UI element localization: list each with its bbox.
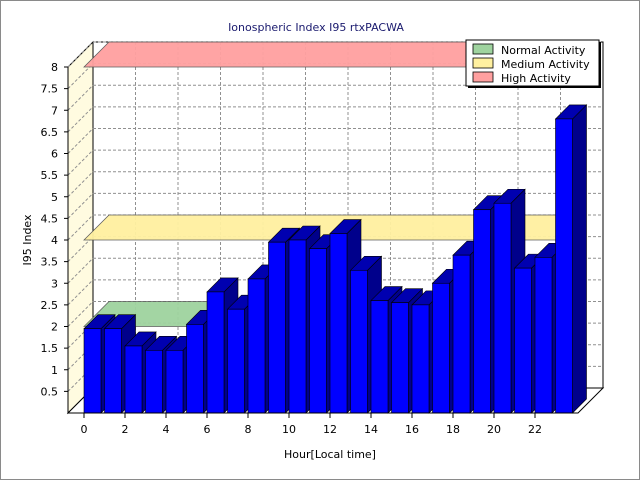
y-tick-label: 5 <box>51 191 58 204</box>
legend-label: Normal Activity <box>501 44 586 57</box>
grid-line-wall <box>67 236 94 262</box>
legend-swatch <box>472 71 494 83</box>
y-tick-label: 6 <box>51 148 58 161</box>
bar-front <box>309 248 327 414</box>
bar-front <box>370 300 389 414</box>
bar-front <box>329 233 348 414</box>
bar-front <box>268 241 286 414</box>
bar-front <box>227 308 245 414</box>
bar-front <box>350 269 368 414</box>
grid-line-wall <box>67 41 94 68</box>
bar-front <box>411 304 430 414</box>
x-tick-label: 10 <box>282 423 296 436</box>
grid-line-wall <box>67 214 94 241</box>
bar-front <box>247 278 266 414</box>
legend-swatch <box>472 43 494 55</box>
x-tick-label: 12 <box>323 423 337 436</box>
grid-line-wall <box>67 257 94 284</box>
x-tick-label: 0 <box>81 423 88 436</box>
bar-front <box>124 345 143 414</box>
y-tick-label: 7 <box>51 104 58 117</box>
bar-series <box>83 104 588 414</box>
x-tick-label: 6 <box>204 423 211 436</box>
bar-front <box>452 254 471 414</box>
grid-line-wall <box>67 301 94 327</box>
grid-line-wall <box>67 193 94 219</box>
grid-line-wall <box>67 322 94 349</box>
bar-front <box>493 202 512 414</box>
y-tick-label: 6.5 <box>41 126 59 139</box>
bar-front <box>473 209 491 414</box>
chart-title: Ionospheric Index I95 rtxPACWA <box>228 21 404 34</box>
grid-line-wall <box>67 128 94 154</box>
x-tick-label: 8 <box>245 423 252 436</box>
y-tick-label: 1.5 <box>41 342 59 355</box>
bar-front <box>165 349 184 414</box>
y-tick-label: 1 <box>51 364 58 377</box>
grid-line-wall <box>67 63 94 89</box>
y-tick-label: 3.5 <box>41 256 59 269</box>
bar-front <box>391 302 409 414</box>
grid-line-wall <box>67 106 94 133</box>
bar-front <box>186 324 204 414</box>
grid-line-wall <box>67 171 94 198</box>
x-tick-label: 4 <box>163 423 170 436</box>
bar-front <box>432 282 450 414</box>
grid-line-wall <box>67 149 94 176</box>
bar-front <box>534 256 553 414</box>
y-tick-label: 2 <box>51 321 58 334</box>
x-tick-label: 2 <box>122 423 129 436</box>
bar-front <box>83 328 102 414</box>
x-tick-label: 16 <box>405 423 419 436</box>
x-tick-label: 20 <box>487 423 501 436</box>
bar-front <box>145 349 163 414</box>
y-tick-label: 5.5 <box>41 169 59 182</box>
legend-label: Medium Activity <box>501 58 590 71</box>
x-tick-labels: 0 2 4 6 8 10 12 14 16 18 20 22 <box>81 413 542 436</box>
grid-line-wall <box>67 344 94 371</box>
bar-front <box>555 118 573 414</box>
x-tick-label: 14 <box>364 423 378 436</box>
y-tick-label: 3 <box>51 277 58 290</box>
legend-swatch <box>472 57 494 69</box>
grid-line-wall <box>67 279 94 306</box>
bar-front <box>288 239 307 414</box>
y-tick-label: 4.5 <box>41 212 59 225</box>
bar-front <box>514 267 532 414</box>
bar-hour-23 <box>554 104 588 414</box>
y-tick-label: 2.5 <box>41 299 59 312</box>
x-tick-label: 18 <box>446 423 460 436</box>
grid-line-wall <box>67 366 94 392</box>
y-axis-label: I95 Index <box>21 214 34 266</box>
y-tick-label: 7.5 <box>41 83 59 96</box>
x-tick-label: 22 <box>528 423 542 436</box>
x-axis-label: Hour[Local time] <box>284 448 376 461</box>
y-tick-label: 4 <box>51 234 58 247</box>
bar-front <box>104 328 122 414</box>
y-tick-label: 8 <box>51 61 58 74</box>
y-tick-label: 0.5 <box>41 385 59 398</box>
y-tick-labels: 0.5 1 1.5 2 2.5 3 3.5 4 4.5 5 5.5 6 6.5 7 7.5 8 <box>41 61 68 398</box>
legend-label: High Activity <box>501 72 571 85</box>
grid-line-wall <box>67 84 94 111</box>
bar-side <box>572 104 587 414</box>
bar-front <box>206 291 225 414</box>
